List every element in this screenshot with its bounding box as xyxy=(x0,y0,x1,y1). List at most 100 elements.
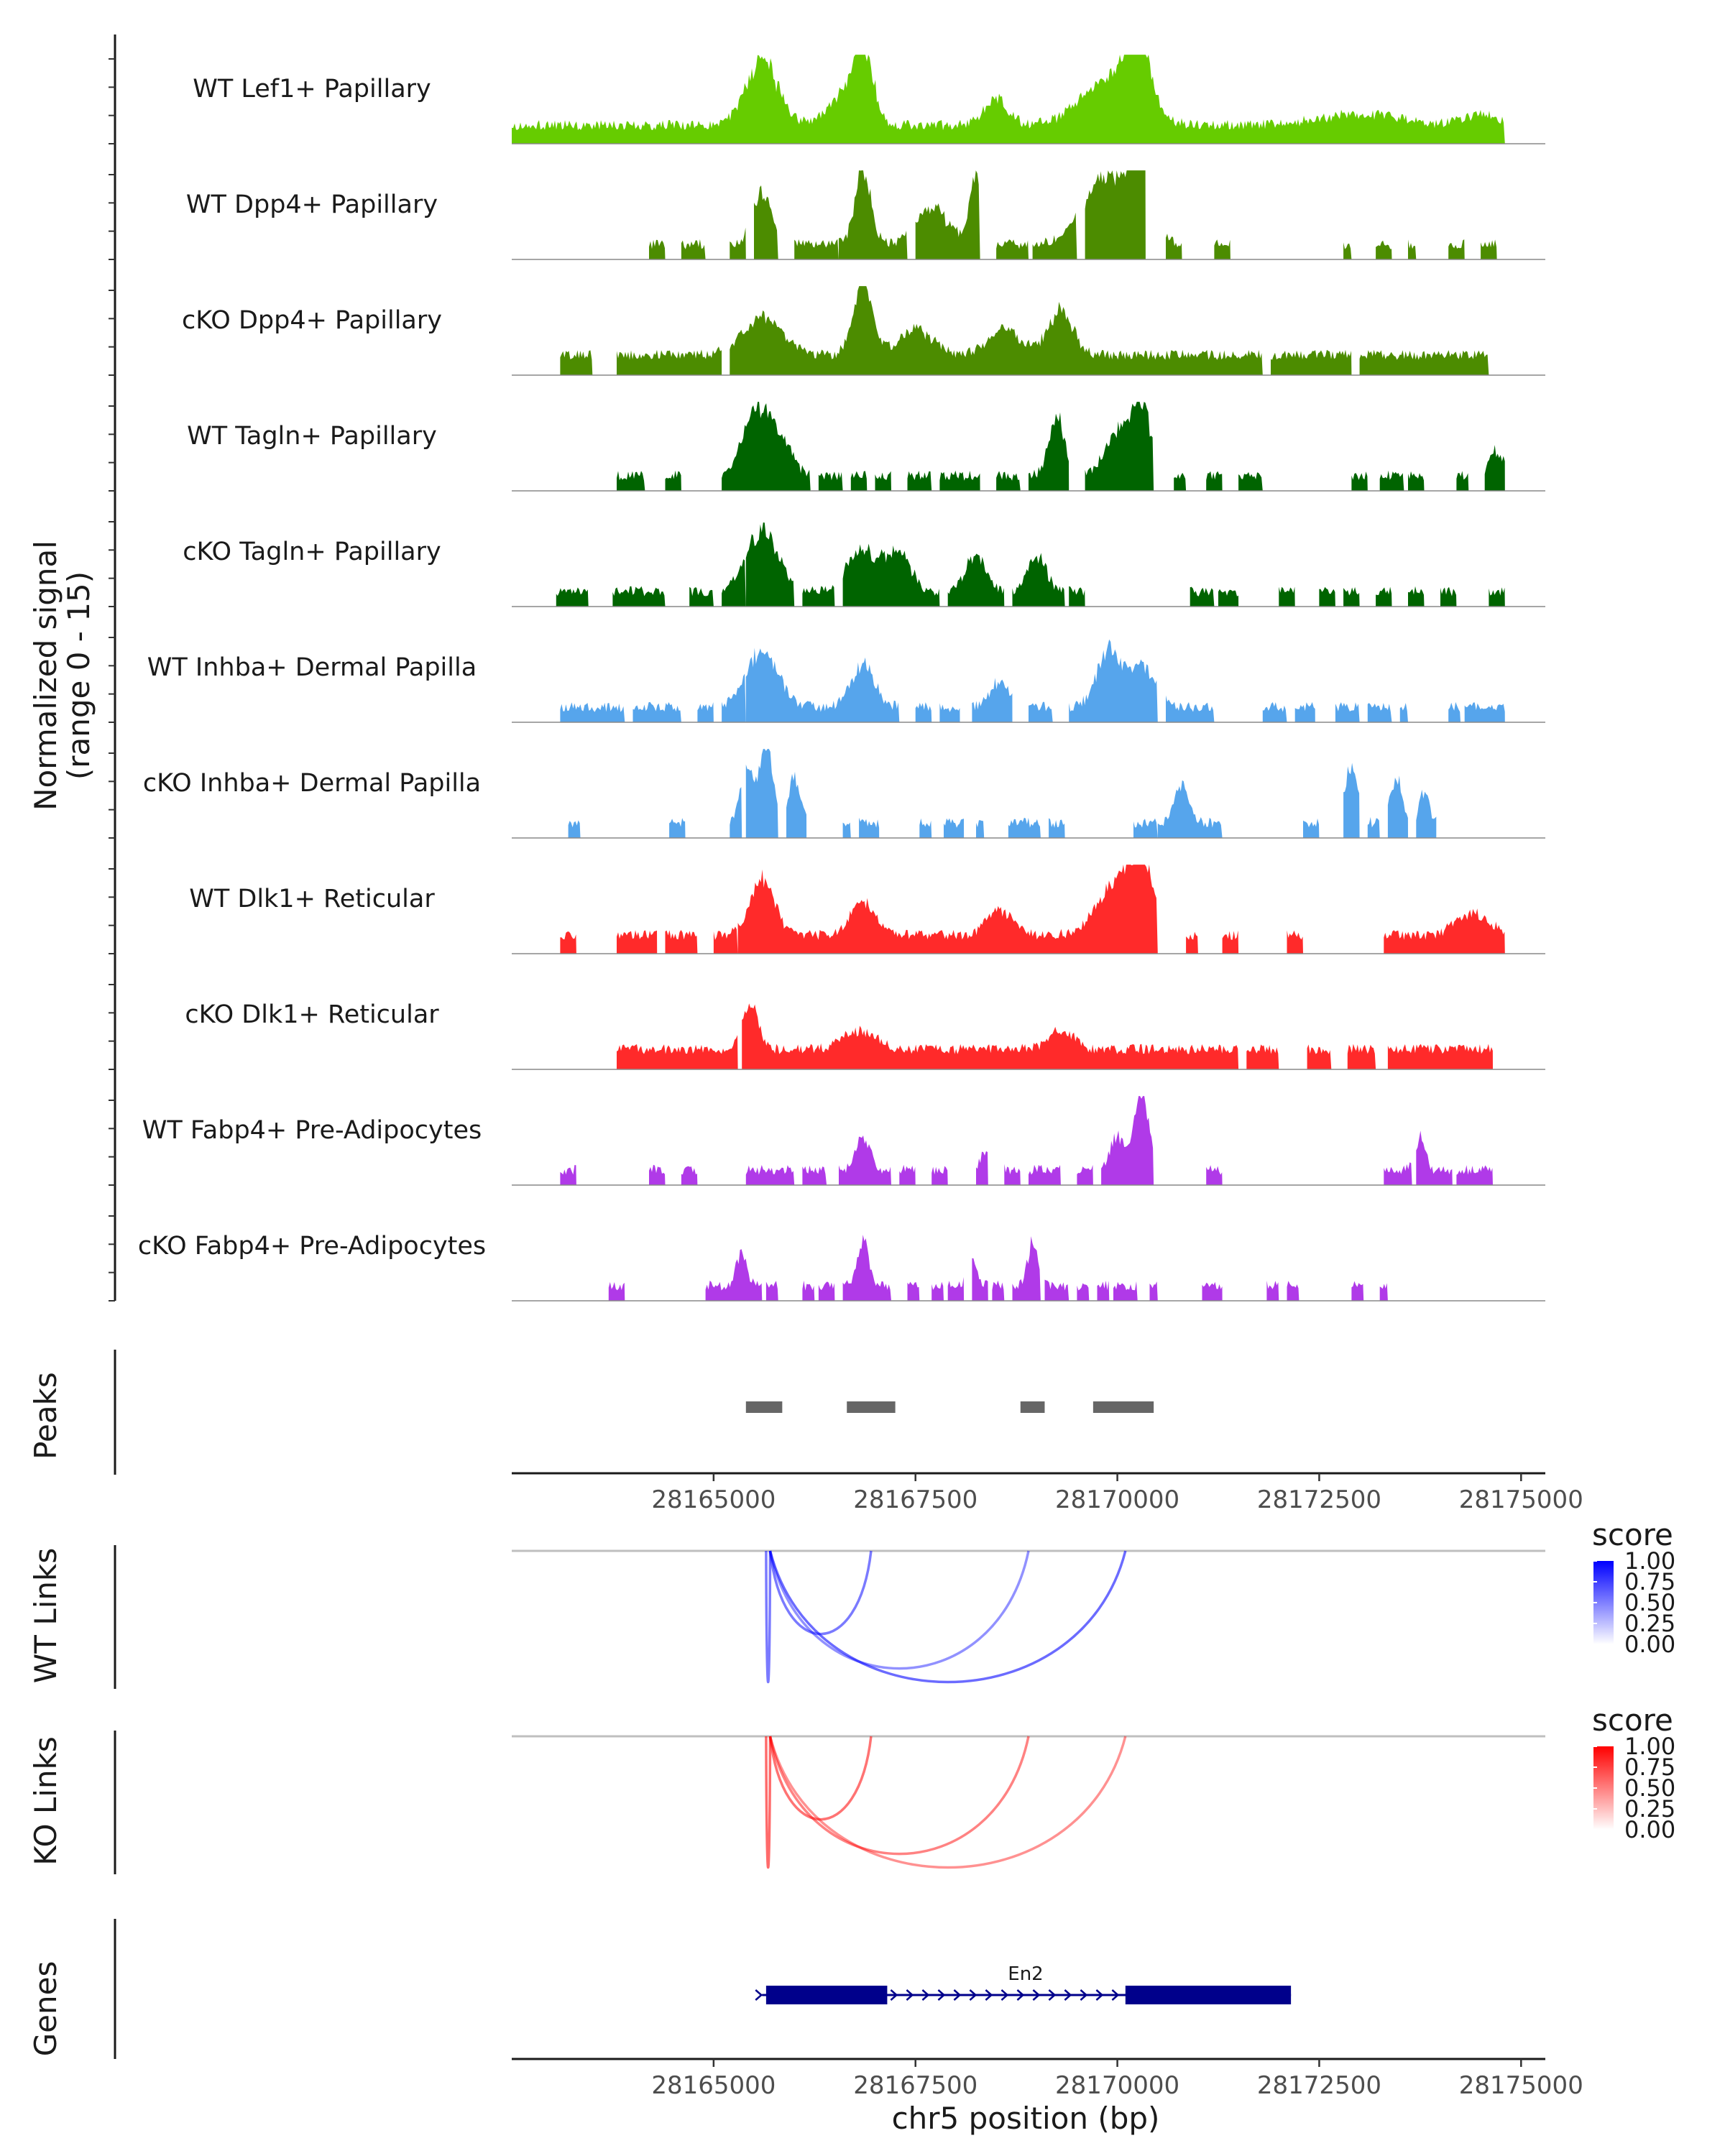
link-arc xyxy=(768,1736,1030,1856)
coverage-area xyxy=(915,702,932,722)
coverage-area xyxy=(649,1164,666,1185)
links-legend-tick-label: 0.00 xyxy=(1624,1816,1675,1843)
x-axis-tick-label: 28165000 xyxy=(651,1485,776,1514)
coverage-area xyxy=(907,471,932,491)
gene-strand-chevron xyxy=(921,1989,930,2001)
coverage-area xyxy=(1206,1165,1223,1185)
gene-strand-chevron xyxy=(969,1989,978,2001)
coverage-area xyxy=(1347,1044,1376,1069)
coverage-area xyxy=(745,522,795,607)
coverage-area xyxy=(617,346,722,375)
coverage-area xyxy=(612,586,666,607)
coverage-area xyxy=(722,673,746,722)
link-arc xyxy=(765,1736,772,1869)
coverage-area xyxy=(681,239,706,259)
x-axis-tick-label: 28172500 xyxy=(1257,1485,1381,1514)
coverage-area xyxy=(745,648,900,722)
coverage-area xyxy=(1085,402,1154,491)
coverage-track: WT Tagln+ Papillary xyxy=(187,402,1545,492)
link-arc xyxy=(768,1736,1127,1869)
coverage-area xyxy=(1440,586,1457,607)
coverage-area xyxy=(1456,471,1469,491)
coverage-area xyxy=(947,553,1005,607)
coverage-area xyxy=(996,471,1021,491)
coverage-area xyxy=(1029,701,1053,722)
coverage-area xyxy=(1408,239,1417,259)
coverage-area xyxy=(1343,586,1360,607)
coverage-area xyxy=(1379,470,1404,491)
coverage-area xyxy=(705,1249,763,1301)
coverage-area xyxy=(1069,639,1158,722)
coverage-area xyxy=(1202,1281,1223,1301)
coverage-area xyxy=(992,1280,1005,1301)
coverage-area xyxy=(1367,703,1392,722)
coverage-area xyxy=(1335,702,1360,722)
coverage-area xyxy=(722,402,811,491)
gene-strand-chevron xyxy=(985,1989,993,2001)
coverage-area xyxy=(1029,1164,1061,1185)
gene-strand-chevron xyxy=(906,1989,914,2001)
coverage-area xyxy=(1307,1044,1332,1069)
coverage-area xyxy=(697,702,714,722)
coverage-area xyxy=(1008,817,1041,838)
link-arc xyxy=(765,1550,772,1683)
coverage-area xyxy=(1097,1281,1110,1301)
x-axis-upper: 28165000 28167500 28170000 28172500 28175000 xyxy=(512,1472,1583,1514)
coverage-track-label: cKO Dlk1+ Reticular xyxy=(185,1000,439,1029)
coverage-area xyxy=(915,170,980,259)
x-axis-tick-label: 28175000 xyxy=(1459,1485,1583,1514)
gene-strand-chevron xyxy=(1111,1989,1120,2001)
coverage-track-label: WT Dpp4+ Papillary xyxy=(186,190,438,219)
coverage-area xyxy=(1101,1096,1154,1185)
coverage-y-axis-title-line: Normalized signal xyxy=(28,540,63,811)
coverage-area xyxy=(932,1281,944,1301)
coverage-area xyxy=(802,585,835,607)
coverage-area xyxy=(560,702,625,722)
links-track-label: WT Links xyxy=(28,1548,63,1683)
coverage-area xyxy=(1279,586,1295,607)
coverage-track-label: cKO Tagln+ Papillary xyxy=(183,538,441,566)
coverage-area xyxy=(1190,586,1215,607)
gene-exon xyxy=(1125,1986,1292,2004)
coverage-area xyxy=(818,471,843,491)
peaks-track-label: Peaks xyxy=(28,1372,63,1460)
coverage-area xyxy=(737,869,1102,954)
coverage-area xyxy=(681,1166,698,1185)
coverage-area xyxy=(1077,1283,1090,1301)
coverage-area xyxy=(1481,239,1497,259)
coverage-area xyxy=(1092,865,1158,954)
coverage-area xyxy=(1044,1279,1070,1301)
x-axis-lower: 28165000 28167500 28170000 28172500 28175000 xyxy=(512,2058,1583,2100)
coverage-area xyxy=(1029,412,1070,491)
x-axis-tick-label: 28170000 xyxy=(1055,1485,1179,1514)
coverage-area xyxy=(1271,349,1352,375)
gene-strand-chevron xyxy=(1032,1989,1041,2001)
coverage-track: cKO Fabp4+ Pre-Adipocytes xyxy=(138,1232,1545,1302)
coverage-area xyxy=(1157,780,1223,838)
coverage-area xyxy=(1319,586,1335,607)
coverage-area xyxy=(939,470,980,491)
coverage-track: WT Dlk1+ Reticular xyxy=(189,865,1545,954)
coverage-area xyxy=(1376,586,1392,607)
coverage-area xyxy=(617,1035,738,1069)
coverage-area xyxy=(1186,931,1198,954)
coverage-area xyxy=(722,559,746,607)
links-legend-tick-label: 0.50 xyxy=(1624,1774,1675,1802)
links-legend-title: score xyxy=(1592,1517,1673,1552)
coverage-area xyxy=(1448,239,1465,259)
coverage-area xyxy=(512,55,1505,144)
coverage-area xyxy=(1004,1164,1021,1185)
coverage-area xyxy=(1012,1236,1041,1301)
coverage-area xyxy=(1408,586,1425,607)
coverage-area xyxy=(568,820,581,838)
genes-track xyxy=(114,1919,1292,2059)
x-axis-tick-label: 28167500 xyxy=(853,2071,978,2100)
links-legend-title: score xyxy=(1592,1703,1673,1738)
coverage-track: cKO Tagln+ Papillary xyxy=(183,522,1545,607)
coverage-area xyxy=(1464,702,1505,722)
coverage-track-label: cKO Dpp4+ Papillary xyxy=(182,306,442,335)
